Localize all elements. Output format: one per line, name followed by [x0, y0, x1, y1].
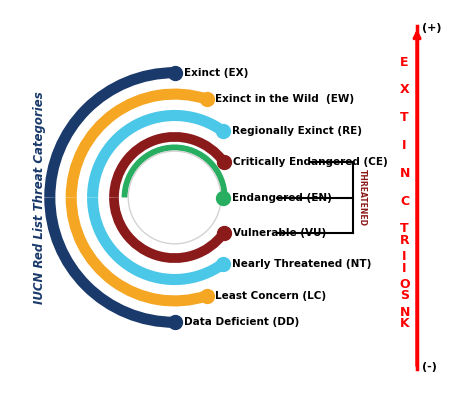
Text: (+): (+) [422, 23, 442, 33]
Text: Nearly Threatened (NT): Nearly Threatened (NT) [232, 259, 371, 269]
Text: Data Deficient (DD): Data Deficient (DD) [183, 317, 299, 327]
Text: N: N [400, 167, 410, 180]
Text: O: O [399, 278, 410, 291]
Text: I: I [402, 261, 407, 275]
Text: IUCN Red List Threat Categories: IUCN Red List Threat Categories [33, 91, 46, 304]
Text: S: S [400, 290, 409, 303]
Text: (-): (-) [422, 362, 438, 372]
Text: Exinct (EX): Exinct (EX) [183, 68, 248, 78]
Text: Least Concern (LC): Least Concern (LC) [216, 291, 327, 301]
Text: N: N [400, 306, 410, 319]
Circle shape [128, 151, 221, 244]
Text: C: C [400, 195, 409, 207]
Text: R: R [400, 234, 410, 247]
Text: T: T [400, 111, 409, 124]
Text: T: T [400, 222, 409, 235]
Text: E: E [401, 56, 409, 68]
Text: I: I [402, 139, 407, 152]
Text: Exinct in the Wild  (EW): Exinct in the Wild (EW) [216, 94, 355, 104]
Text: Regionally Exinct (RE): Regionally Exinct (RE) [232, 126, 362, 136]
Text: K: K [400, 317, 410, 330]
Text: Critically Endangered (CE): Critically Endangered (CE) [233, 157, 387, 167]
Text: Vulnerable (VU): Vulnerable (VU) [233, 228, 326, 238]
Text: Endangered (EN): Endangered (EN) [232, 192, 331, 203]
Text: I: I [402, 250, 407, 263]
Text: THREATENED: THREATENED [358, 169, 367, 226]
Text: X: X [400, 83, 410, 96]
